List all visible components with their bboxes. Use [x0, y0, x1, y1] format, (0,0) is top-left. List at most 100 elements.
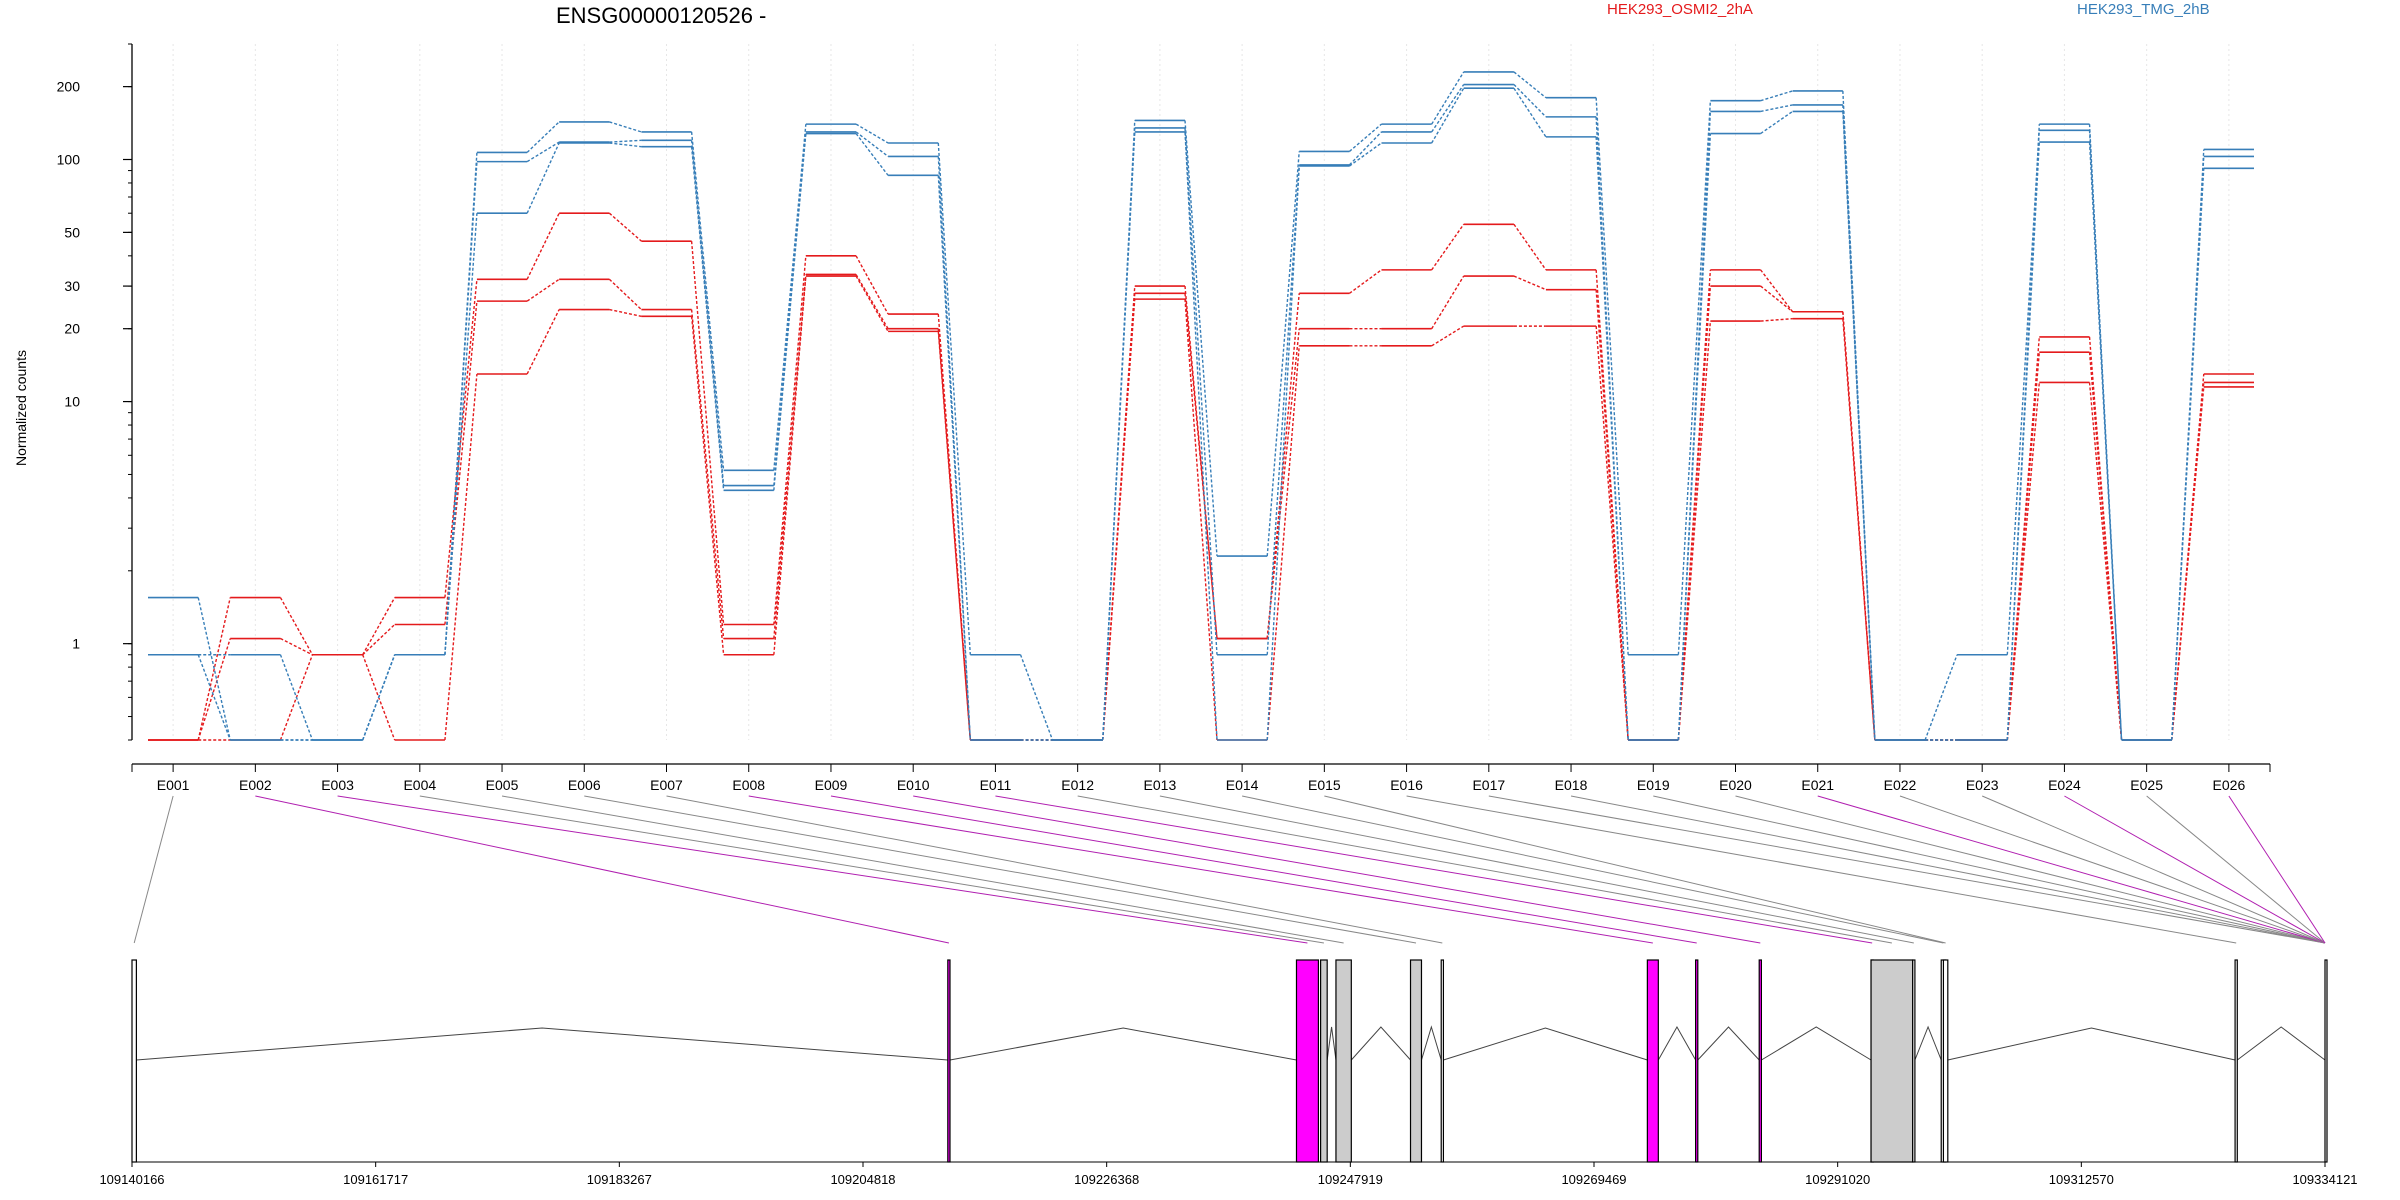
series-2-transition: [773, 274, 807, 639]
exon-tick-labels: E001 E002 E003 E004 E005 E006 E007 E008 E009 E010…: [157, 764, 2246, 793]
x-tick-label-E006: E006: [568, 777, 601, 793]
y-axis-label: Normalized counts: [13, 350, 29, 466]
series-1-transition: [362, 597, 396, 656]
series-3-transition: [1677, 321, 1712, 741]
y-tick-label-30: 30: [64, 278, 80, 294]
series-3-transition: [1184, 299, 1218, 741]
axes: 1 10 20 30 50 100 200: [57, 43, 2271, 772]
coordinate-tick-label: 109183267: [587, 1172, 652, 1187]
series-3-transition: [2006, 382, 2041, 741]
series-4-transition: [1019, 654, 1054, 741]
series-2-transition: [1266, 328, 1300, 639]
series-3-transition: [2171, 386, 2205, 741]
exon-box-1: [131, 959, 137, 1163]
coordinate-tick-label: 109269469: [1561, 1172, 1626, 1187]
x-tick-label-E020: E020: [1719, 777, 1752, 793]
x-tick-label-E023: E023: [1966, 777, 1999, 793]
series-6-transition: [1677, 133, 1712, 741]
series-2-transition: [1677, 286, 1712, 741]
connector-E001: [133, 795, 174, 944]
x-tick-label-E013: E013: [1144, 777, 1177, 793]
intron-6: [1421, 1025, 1442, 1061]
series-2-transition: [1431, 275, 1465, 330]
intron-1: [136, 1027, 948, 1061]
series-4-transition: [937, 142, 972, 655]
x-tick-label-E026: E026: [2213, 777, 2246, 793]
intron-10: [1761, 1026, 1872, 1061]
series-3-transition: [1266, 345, 1300, 741]
x-tick-label-E018: E018: [1555, 777, 1588, 793]
series-2-transition: [197, 638, 231, 741]
intron-4: [1326, 1026, 1337, 1061]
exon-box-5: [1335, 959, 1352, 1163]
coordinate-tick-label: 109291020: [1805, 1172, 1870, 1187]
series-4-transition: [1184, 120, 1218, 557]
series-6-transition: [1102, 131, 1136, 741]
coordinate-tick-label: 109140166: [99, 1172, 164, 1187]
series-3-transition: [526, 309, 560, 375]
connector-E016: [1406, 795, 2237, 944]
coordinate-tick-label: 109161717: [343, 1172, 408, 1187]
series-6: [148, 87, 2254, 741]
x-tick-label-E016: E016: [1390, 777, 1423, 793]
series-4-transition: [1266, 151, 1300, 557]
x-tick-label-E011: E011: [980, 777, 1012, 793]
title-layer: ENSG00000120526 - HEK293_OSMI2_2hA HEK29…: [13, 1, 2210, 466]
series-2-transition: [1595, 289, 1629, 741]
series-5-transition: [526, 141, 560, 163]
connector-E014: [1242, 795, 1944, 944]
x-tick-label-E015: E015: [1308, 777, 1341, 793]
connector-E023: [1981, 795, 2326, 944]
series-3-transition: [937, 331, 972, 741]
series-3-transition: [609, 308, 642, 318]
connector-E006: [584, 795, 1417, 944]
series-5-transition: [279, 654, 314, 741]
series-4-transition: [855, 123, 889, 144]
connector-E011: [995, 795, 1873, 944]
x-tick-label-E007: E007: [650, 777, 683, 793]
series-5-transition: [1431, 84, 1465, 133]
coordinate-tick-label: 109334121: [2292, 1172, 2357, 1187]
series-3-transition: [1842, 318, 1876, 741]
series-2-transition: [1513, 275, 1547, 291]
series-6-transition: [362, 654, 396, 741]
gene-model: [131, 959, 2328, 1163]
intron-5: [1350, 1026, 1411, 1061]
series-6-transition: [937, 175, 972, 741]
intron-15: [1947, 1027, 2236, 1061]
exon-box-2: [947, 959, 951, 1163]
connector-E025: [2146, 795, 2326, 944]
coordinate-tick-label: 109312570: [2049, 1172, 2114, 1187]
series-2-transition: [1760, 285, 1794, 313]
connector-E002: [255, 795, 949, 944]
series-4-transition: [1677, 100, 1712, 655]
exon-box-17: [2324, 959, 2328, 1163]
connector-E010: [913, 795, 1761, 944]
x-tick-label-E003: E003: [321, 777, 354, 793]
series-5-transition: [1266, 164, 1300, 655]
coordinate-tick-label: 109226368: [1074, 1172, 1139, 1187]
exon-box-4: [1320, 959, 1328, 1163]
series-6-transition: [1513, 87, 1547, 138]
series-6-transition: [1595, 136, 1629, 741]
series-5-transition: [1184, 127, 1218, 655]
series-5-transition: [855, 131, 889, 157]
series-6-transition: [526, 142, 560, 214]
intron-7: [1443, 1027, 1648, 1061]
series-6-transition: [2171, 168, 2205, 741]
x-tick-label-E001: E001: [157, 777, 190, 793]
series-4-transition: [609, 121, 642, 133]
series-4-transition: [1349, 123, 1382, 152]
series-3-transition: [1102, 299, 1136, 741]
x-tick-label-E024: E024: [2048, 777, 2081, 793]
series-3-transition: [773, 276, 807, 655]
connector-E005: [501, 795, 1344, 944]
series-4-transition: [690, 131, 725, 471]
gridlines: [172, 44, 2230, 740]
series-1-transition: [1760, 269, 1794, 313]
connector-E008: [748, 795, 1653, 944]
series-1-transition: [526, 212, 560, 280]
y-tick-label-10: 10: [64, 394, 80, 410]
intron-16: [2236, 1026, 2326, 1061]
series-5-transition: [2088, 130, 2123, 741]
